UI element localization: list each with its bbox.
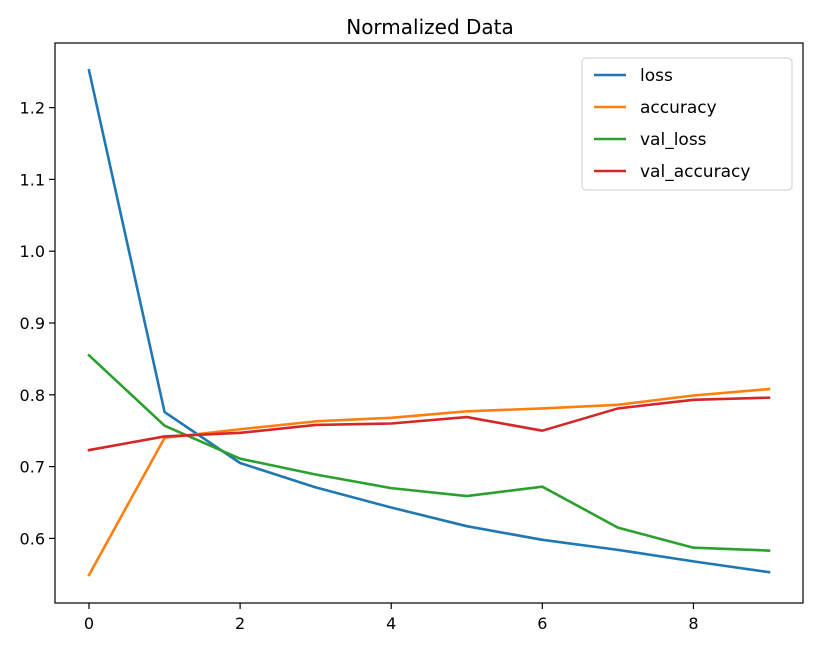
- legend-label-val-loss: val_loss: [640, 130, 707, 150]
- legend-box: [581, 57, 793, 191]
- y-tick-label: 1.2: [20, 99, 45, 118]
- legend-label-loss: loss: [640, 66, 673, 86]
- series-line-val-accuracy: [87, 396, 771, 452]
- series-line-val-loss: [87, 353, 771, 552]
- legend-label-accuracy: accuracy: [640, 98, 717, 118]
- y-tick-label: 0.8: [20, 386, 45, 405]
- x-tick-label: 6: [537, 614, 547, 633]
- series-line-loss: [87, 68, 771, 574]
- legend-label-val-accuracy: val_accuracy: [640, 162, 750, 182]
- x-tick-label: 2: [235, 614, 245, 633]
- y-tick-label: 0.7: [20, 458, 45, 477]
- x-tick-label: 8: [688, 614, 698, 633]
- series-line-accuracy: [87, 387, 771, 577]
- y-tick-label: 0.6: [20, 529, 45, 548]
- x-tick-label: 4: [386, 614, 396, 633]
- y-tick-label: 1.1: [20, 170, 45, 189]
- legend: loss accuracy val_loss val_accuracy: [581, 57, 793, 191]
- y-tick-label: 0.9: [20, 314, 45, 333]
- axes-layer: 0 2 4 6 8 0.6 0.7 0.8 0.9 1.0 1.1 1.2: [20, 42, 804, 633]
- series-layer: [87, 68, 771, 577]
- y-tick-label: 1.0: [20, 242, 45, 261]
- x-tick-label: 0: [84, 614, 94, 633]
- chart-title: Normalized Data: [346, 15, 514, 39]
